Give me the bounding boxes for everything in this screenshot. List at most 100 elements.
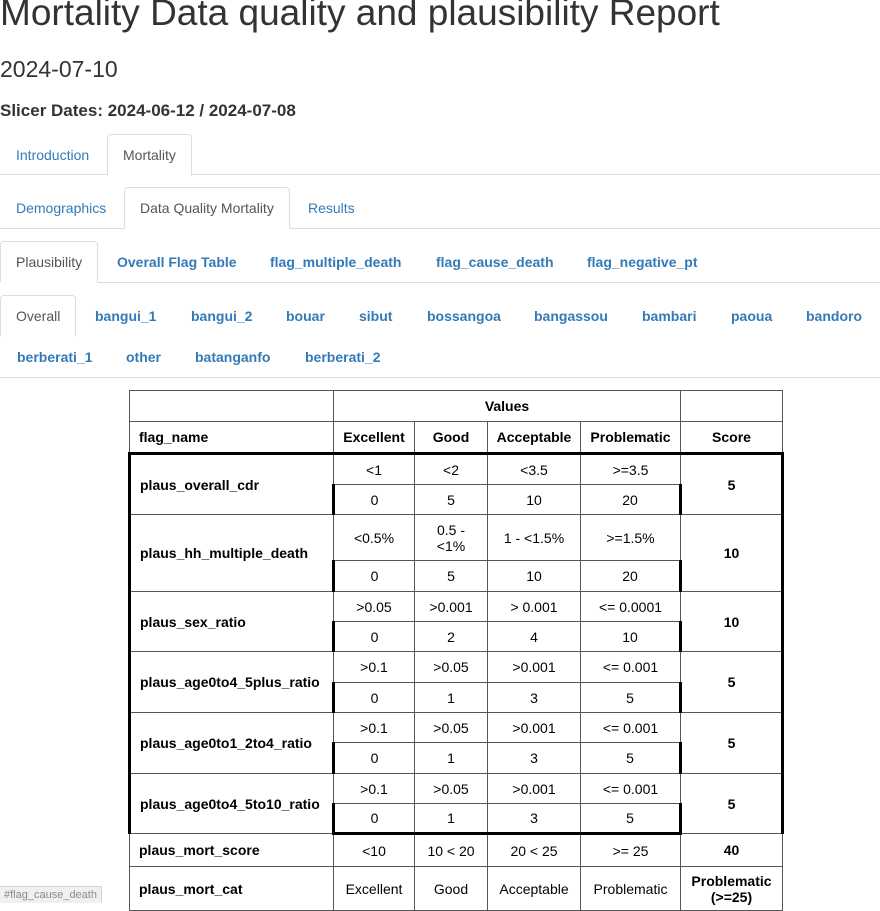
tab-other[interactable]: other: [126, 349, 161, 365]
tab-berberati-2[interactable]: berberati_2: [305, 349, 381, 365]
tab-mortality[interactable]: Mortality: [107, 134, 192, 176]
mort-cat-result: Problematic (>=25): [680, 866, 783, 911]
points-cell: 0: [332, 803, 415, 835]
threshold-cell: <1: [333, 452, 415, 485]
flag-name: plaus_age0to1_2to4_ratio: [128, 712, 334, 774]
tab-demographics[interactable]: Demographics: [16, 200, 107, 216]
points-cell: 0: [332, 484, 415, 515]
points-cell: 10: [487, 484, 581, 515]
tab-plausibility[interactable]: Plausibility: [0, 241, 99, 283]
tab-bangassou[interactable]: bangassou: [534, 308, 608, 324]
threshold-cell: >0.05: [333, 591, 415, 622]
location-tabs: Overall bangui_1 bangui_2 bouar sibut bo…: [0, 295, 880, 378]
flag-name: plaus_age0to4_5to10_ratio: [128, 773, 334, 834]
threshold-cell: <2: [414, 452, 488, 485]
points-cell: 3: [487, 803, 581, 835]
quality-tabs: Plausibility Overall Flag Table flag_mul…: [0, 241, 880, 283]
tab-paoua[interactable]: paoua: [731, 308, 773, 324]
mort-score-range: 10 < 20: [414, 833, 488, 867]
tab-introduction[interactable]: Introduction: [16, 147, 90, 163]
threshold-cell: 1 - <1.5%: [487, 514, 581, 561]
points-cell: 5: [414, 484, 488, 515]
column-header-acceptable: Acceptable: [487, 421, 581, 454]
slicer-dates: Slicer Dates: 2024-06-12 / 2024-07-08: [0, 101, 296, 120]
column-header-flag-name: flag_name: [129, 421, 334, 454]
score-cell: 5: [680, 773, 784, 834]
threshold-cell: >0.05: [414, 773, 488, 804]
mortality-tabs: Demographics Data Quality Mortality Resu…: [0, 187, 880, 229]
tab-flag-cause-death[interactable]: flag_cause_death: [436, 254, 554, 270]
mort-cat-name: plaus_mort_cat: [129, 866, 334, 911]
tab-results[interactable]: Results: [308, 200, 355, 216]
mort-cat-label: Acceptable: [487, 866, 581, 911]
header-empty-cell: [680, 390, 783, 422]
flag-name: plaus_sex_ratio: [128, 591, 334, 652]
page-title: Mortality Data quality and plausibility …: [0, 0, 720, 33]
threshold-cell: >0.1: [333, 712, 415, 743]
threshold-cell: 0.5 - <1%: [414, 514, 488, 561]
tab-berberati-1[interactable]: berberati_1: [17, 349, 93, 365]
flag-name: plaus_overall_cdr: [128, 452, 334, 515]
tab-bangui-1[interactable]: bangui_1: [95, 308, 157, 324]
tab-flag-multiple-death[interactable]: flag_multiple_death: [270, 254, 402, 270]
flag-name: plaus_hh_multiple_death: [128, 514, 334, 592]
threshold-cell: <= 0.0001: [580, 591, 681, 622]
tab-bossangoa[interactable]: bossangoa: [427, 308, 501, 324]
points-cell: 1: [414, 803, 488, 835]
points-cell: 5: [580, 682, 682, 713]
points-cell: 20: [580, 484, 682, 515]
threshold-cell: <= 0.001: [580, 651, 681, 683]
threshold-cell: >0.1: [333, 651, 415, 683]
threshold-cell: >0.001: [487, 773, 581, 804]
threshold-cell: >0.05: [414, 651, 488, 683]
threshold-cell: >0.001: [487, 651, 581, 683]
mort-score-name: plaus_mort_score: [129, 833, 334, 867]
tab-flag-negative-pt[interactable]: flag_negative_pt: [587, 254, 698, 270]
points-cell: 1: [414, 742, 488, 774]
tab-overall-flag-table[interactable]: Overall Flag Table: [117, 254, 237, 270]
threshold-cell: >=3.5: [580, 452, 681, 485]
points-cell: 2: [414, 621, 488, 652]
column-header-score: Score: [680, 421, 783, 454]
tab-bangui-2[interactable]: bangui_2: [191, 308, 253, 324]
threshold-cell: > 0.001: [487, 591, 581, 622]
points-cell: 0: [332, 621, 415, 652]
score-cell: 10: [680, 591, 784, 652]
flag-name: plaus_age0to4_5plus_ratio: [128, 651, 334, 713]
threshold-cell: <0.5%: [333, 514, 415, 561]
mort-score-total: 40: [680, 833, 783, 867]
threshold-cell: >0.001: [487, 712, 581, 743]
threshold-cell: <3.5: [487, 452, 581, 485]
tab-bambari[interactable]: bambari: [642, 308, 697, 324]
mort-cat-label: Excellent: [333, 866, 415, 911]
points-cell: 0: [332, 682, 415, 713]
plausibility-table: Values flag_name Excellent Good Acceptab…: [128, 390, 784, 911]
score-cell: 10: [680, 514, 784, 592]
points-cell: 0: [332, 742, 415, 774]
mort-score-range: 20 < 25: [487, 833, 581, 867]
status-bar-url: #flag_cause_death: [0, 886, 102, 903]
tab-sibut[interactable]: sibut: [359, 308, 393, 324]
column-header-good: Good: [414, 421, 488, 454]
tab-overall[interactable]: Overall: [0, 295, 77, 337]
header-values: Values: [333, 390, 681, 422]
threshold-cell: <= 0.001: [580, 712, 681, 743]
points-cell: 5: [580, 803, 682, 835]
threshold-cell: <= 0.001: [580, 773, 681, 804]
tab-data-quality-mortality[interactable]: Data Quality Mortality: [124, 187, 290, 229]
threshold-cell: >=1.5%: [580, 514, 681, 561]
points-cell: 1: [414, 682, 488, 713]
mort-cat-label: Problematic: [580, 866, 681, 911]
tab-bandoro[interactable]: bandoro: [806, 308, 862, 324]
score-cell: 5: [680, 452, 784, 515]
points-cell: 0: [332, 560, 415, 592]
points-cell: 4: [487, 621, 581, 652]
threshold-cell: >0.1: [333, 773, 415, 804]
points-cell: 3: [487, 682, 581, 713]
tab-batanganfo[interactable]: batanganfo: [195, 349, 271, 365]
mort-score-range: <10: [333, 833, 415, 867]
points-cell: 5: [414, 560, 488, 592]
tab-bouar[interactable]: bouar: [286, 308, 325, 324]
points-cell: 10: [580, 621, 682, 652]
report-date: 2024-07-10: [0, 56, 118, 82]
